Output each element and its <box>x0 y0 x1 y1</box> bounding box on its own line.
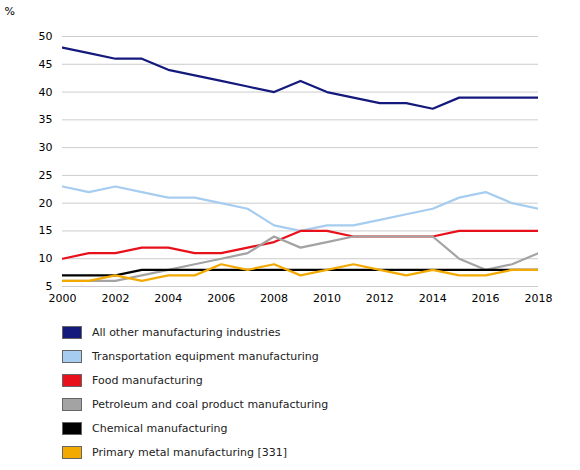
svg-text:15: 15 <box>39 224 53 237</box>
html-text:Food manufacturing: Food manufacturing <box>92 373 203 387</box>
svg-text:25: 25 <box>39 169 53 182</box>
svg-text:40: 40 <box>39 86 53 99</box>
svg-text:2002: 2002 <box>101 292 129 305</box>
svg-text:50: 50 <box>39 30 53 43</box>
svg-text:2016: 2016 <box>472 292 500 305</box>
svg-text:2014: 2014 <box>419 292 447 305</box>
svg-text:%: % <box>5 5 15 18</box>
svg-text:30: 30 <box>39 141 53 154</box>
html-text:All other manufacturing indust: All other manufacturing industries <box>92 325 281 339</box>
svg-text:2010: 2010 <box>313 292 341 305</box>
html-text:Chemical manufacturing: Chemical manufacturing <box>92 421 228 435</box>
svg-text:2006: 2006 <box>207 292 235 305</box>
svg-text:2018: 2018 <box>525 292 553 305</box>
svg-text:10: 10 <box>39 252 53 265</box>
svg-text:2012: 2012 <box>366 292 394 305</box>
svg-text:2000: 2000 <box>49 292 77 305</box>
svg-text:2004: 2004 <box>154 292 182 305</box>
html-text:Transportation equipment manuf: Transportation equipment manufacturing <box>92 349 319 363</box>
html-text:Petroleum and coal product man: Petroleum and coal product manufacturing <box>92 397 329 411</box>
svg-text:20: 20 <box>39 197 53 210</box>
html-text:Primary metal manufacturing [3: Primary metal manufacturing [331] <box>92 445 287 459</box>
svg-text:2008: 2008 <box>260 292 288 305</box>
svg-text:35: 35 <box>39 113 53 126</box>
svg-text:45: 45 <box>39 58 53 71</box>
svg-text:5: 5 <box>46 280 53 293</box>
